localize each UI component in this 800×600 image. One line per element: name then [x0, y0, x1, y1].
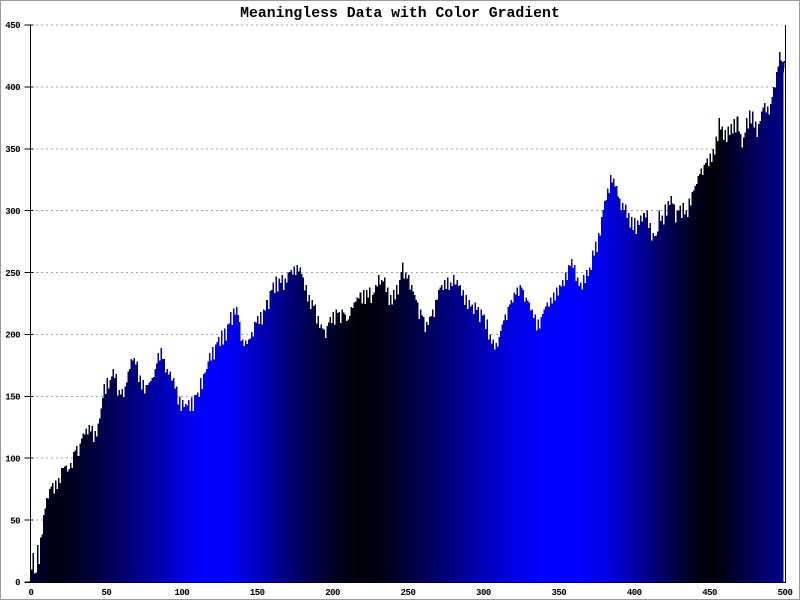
- svg-text:200: 200: [325, 588, 340, 598]
- svg-text:350: 350: [5, 145, 20, 155]
- svg-text:100: 100: [5, 454, 20, 464]
- svg-text:300: 300: [476, 588, 491, 598]
- svg-text:350: 350: [551, 588, 566, 598]
- svg-text:0: 0: [29, 588, 34, 598]
- svg-text:450: 450: [702, 588, 717, 598]
- svg-text:Meaningless Data with Color Gr: Meaningless Data with Color Gradient: [240, 6, 560, 22]
- svg-text:500: 500: [778, 588, 793, 598]
- svg-text:300: 300: [5, 207, 20, 217]
- svg-text:400: 400: [5, 83, 20, 93]
- svg-text:150: 150: [5, 393, 20, 403]
- svg-text:200: 200: [5, 331, 20, 341]
- svg-text:400: 400: [627, 588, 642, 598]
- svg-text:50: 50: [10, 516, 20, 526]
- svg-text:0: 0: [15, 578, 20, 588]
- svg-text:250: 250: [401, 588, 416, 598]
- svg-text:450: 450: [5, 21, 20, 31]
- svg-text:100: 100: [174, 588, 189, 598]
- svg-text:250: 250: [5, 269, 20, 279]
- svg-text:50: 50: [101, 588, 111, 598]
- svg-text:150: 150: [250, 588, 265, 598]
